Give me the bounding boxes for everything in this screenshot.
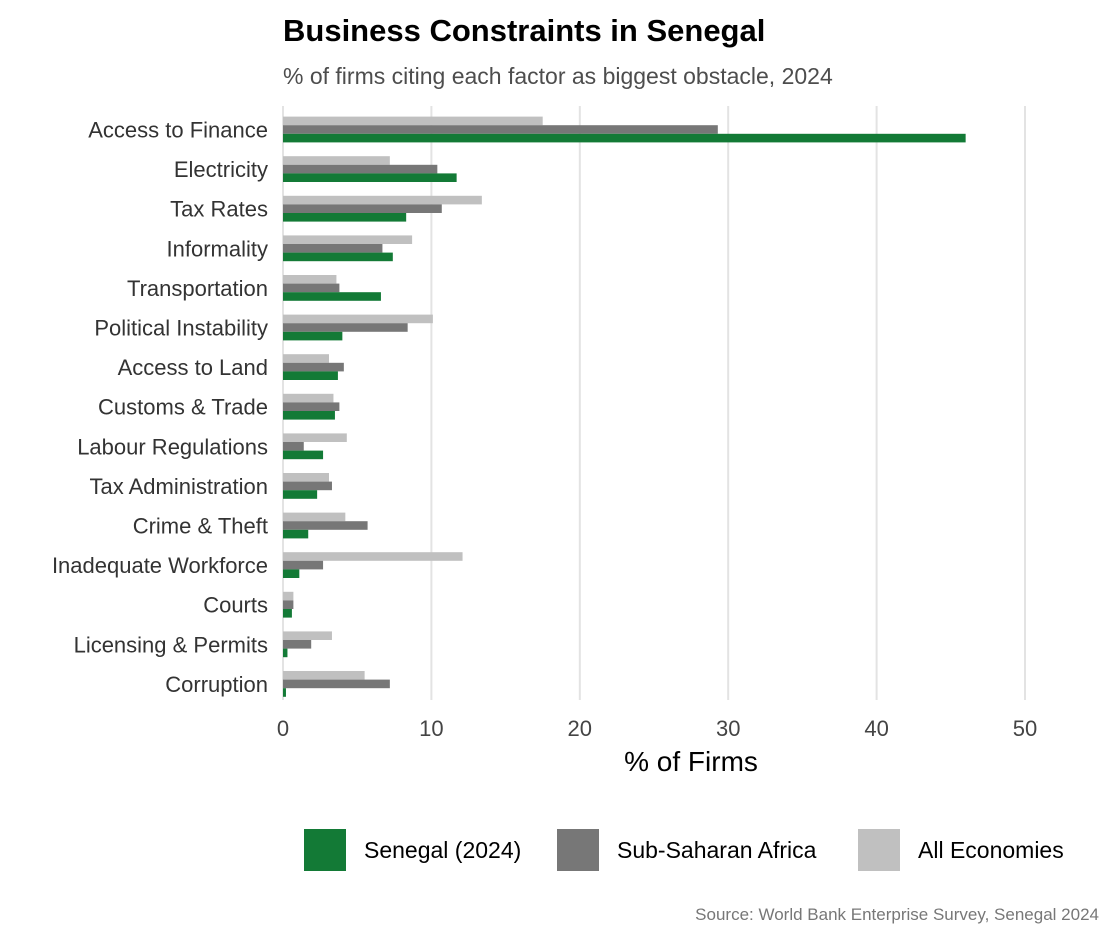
category-label: Electricity <box>174 157 268 182</box>
bar-ssa <box>283 362 344 372</box>
bar-senegal <box>283 252 393 262</box>
bar-ssa <box>283 164 438 174</box>
category-label: Access to Finance <box>88 118 268 143</box>
bar-senegal <box>283 292 381 301</box>
bar-ssa <box>283 679 390 689</box>
bar-all-economies <box>283 235 413 244</box>
bar-all-economies <box>283 195 482 205</box>
bar-all-economies <box>283 473 330 482</box>
bar-senegal <box>283 371 338 380</box>
category-label: Customs & Trade <box>98 395 268 420</box>
bar-senegal <box>283 609 292 618</box>
bar-ssa <box>283 640 312 649</box>
bar-all-economies <box>283 552 463 561</box>
bar-ssa <box>283 521 368 530</box>
bar-all-economies <box>283 275 337 284</box>
category-label: Transportation <box>127 276 268 301</box>
bar-ssa <box>283 560 324 570</box>
bar-ssa <box>283 402 340 411</box>
bar-all-economies <box>283 156 390 165</box>
bar-senegal <box>283 569 300 578</box>
category-label: Tax Administration <box>89 474 268 499</box>
legend-swatch <box>304 829 346 871</box>
bar-all-economies <box>283 631 332 640</box>
x-axis-title: % of Firms <box>624 746 758 777</box>
bar-senegal <box>283 648 288 658</box>
bar-all-economies <box>283 393 334 403</box>
bar-ssa <box>283 283 340 293</box>
bar-ssa <box>283 600 294 609</box>
bar-senegal <box>283 688 286 697</box>
legend-label: Sub-Saharan Africa <box>617 837 817 863</box>
chart-subtitle: % of firms citing each factor as biggest… <box>283 63 833 89</box>
bar-senegal <box>283 213 407 222</box>
legend-label: Senegal (2024) <box>364 837 521 863</box>
bar-ssa <box>283 204 442 213</box>
x-tick-label: 0 <box>277 716 289 741</box>
bar-all-economies <box>283 433 347 442</box>
bar-senegal <box>283 411 335 420</box>
bar-senegal <box>283 133 966 143</box>
bar-ssa <box>283 442 304 451</box>
category-label: Crime & Theft <box>133 514 268 539</box>
bar-ssa <box>283 244 383 253</box>
x-tick-label: 20 <box>568 716 592 741</box>
bars <box>283 116 966 697</box>
bar-senegal <box>283 173 457 182</box>
bar-all-economies <box>283 591 294 601</box>
legend-swatch <box>557 829 599 871</box>
bar-senegal <box>283 450 324 460</box>
x-tick-label: 40 <box>864 716 888 741</box>
category-label: Licensing & Permits <box>74 632 268 657</box>
legend-swatch <box>858 829 900 871</box>
x-tick-label: 50 <box>1013 716 1037 741</box>
bar-all-economies <box>283 512 346 522</box>
category-labels: Access to Finance Electricity Tax Rates Inf… <box>52 118 268 697</box>
legend-label: All Economies <box>918 837 1064 863</box>
x-tick-label: 30 <box>716 716 740 741</box>
gridlines <box>282 106 1026 700</box>
source-note: Source: World Bank Enterprise Survey, Se… <box>695 905 1099 924</box>
category-label: Corruption <box>165 672 268 697</box>
bar-all-economies <box>283 116 543 126</box>
bar-ssa <box>283 323 408 332</box>
x-tick-labels: 0 10 20 30 40 50 <box>277 716 1037 741</box>
category-label: Political Instability <box>94 316 268 341</box>
category-label: Courts <box>203 593 268 618</box>
category-label: Inadequate Workforce <box>52 553 268 578</box>
bar-all-economies <box>283 314 433 324</box>
category-label: Access to Land <box>118 355 268 380</box>
chart-title: Business Constraints in Senegal <box>283 13 765 48</box>
bar-senegal <box>283 331 343 341</box>
category-label: Tax Rates <box>170 197 268 222</box>
category-label: Informality <box>167 236 268 261</box>
legend: Senegal (2024) Sub-Saharan Africa All Econ… <box>304 829 1064 871</box>
category-label: Labour Regulations <box>77 434 268 459</box>
x-tick-label: 10 <box>419 716 443 741</box>
bar-all-economies <box>283 671 365 680</box>
bar-all-economies <box>283 354 330 363</box>
bar-senegal <box>283 529 309 539</box>
bar-senegal <box>283 490 318 499</box>
bar-ssa <box>283 125 718 134</box>
bar-ssa <box>283 481 332 491</box>
